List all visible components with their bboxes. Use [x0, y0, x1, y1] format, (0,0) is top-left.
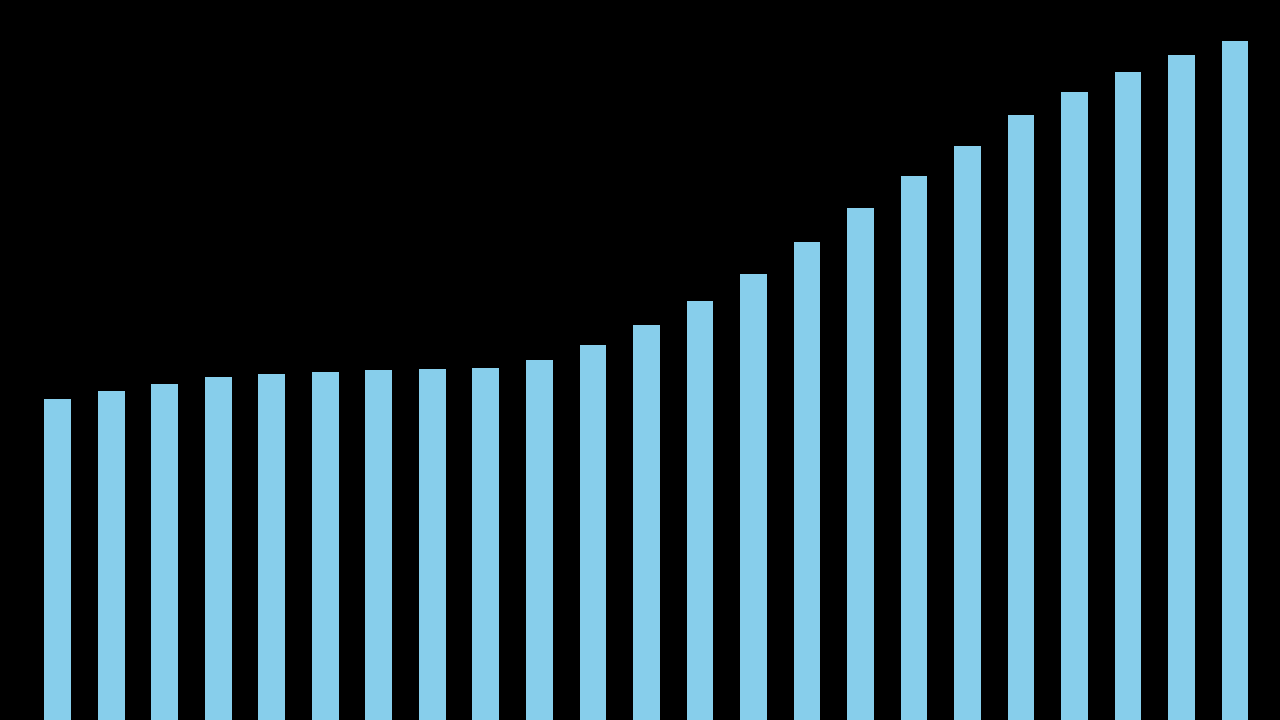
Bar: [526, 360, 553, 720]
Bar: [472, 368, 499, 720]
Bar: [580, 345, 607, 720]
Bar: [45, 399, 72, 720]
Bar: [634, 325, 659, 720]
Bar: [151, 384, 178, 720]
Bar: [954, 146, 980, 720]
Bar: [901, 176, 928, 720]
Bar: [686, 301, 713, 720]
Bar: [847, 208, 874, 720]
Bar: [1061, 92, 1088, 720]
Bar: [205, 377, 232, 720]
Bar: [1169, 55, 1196, 720]
Bar: [97, 391, 124, 720]
Bar: [312, 372, 339, 720]
Bar: [1115, 71, 1142, 720]
Bar: [419, 369, 445, 720]
Bar: [1221, 41, 1248, 720]
Bar: [365, 370, 392, 720]
Bar: [740, 274, 767, 720]
Bar: [1007, 115, 1034, 720]
Bar: [259, 374, 285, 720]
Bar: [794, 242, 820, 720]
